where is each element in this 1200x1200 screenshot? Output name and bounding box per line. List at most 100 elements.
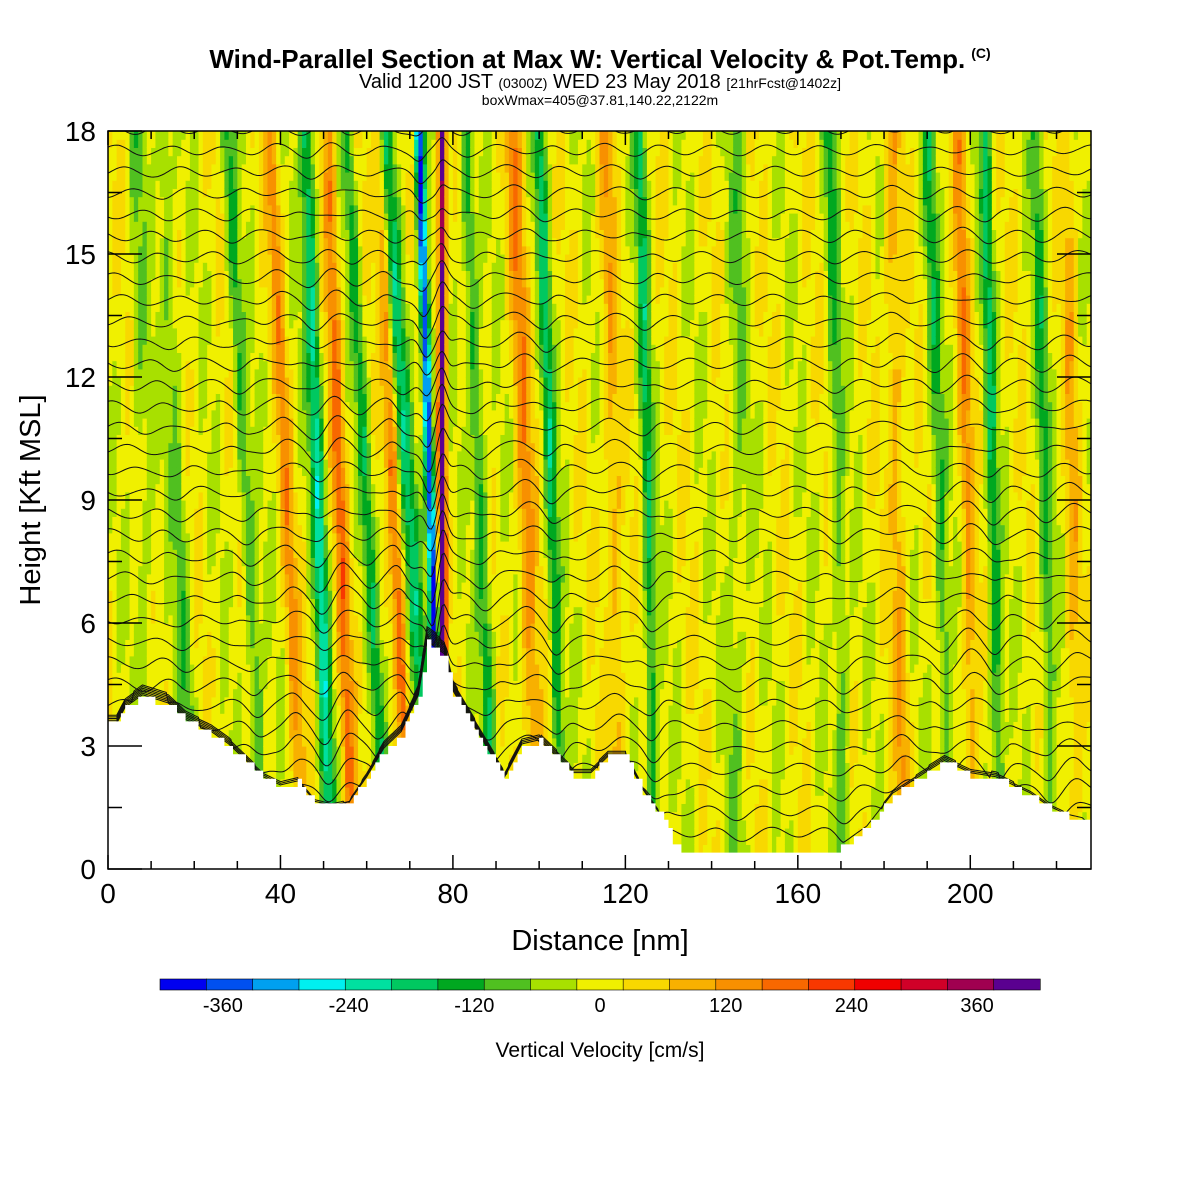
velocity-cell bbox=[258, 475, 264, 485]
velocity-cell bbox=[108, 352, 113, 362]
velocity-cell bbox=[271, 500, 277, 509]
velocity-cell bbox=[332, 590, 338, 599]
velocity-cell bbox=[306, 688, 312, 698]
velocity-cell bbox=[314, 270, 320, 280]
velocity-cell bbox=[276, 770, 282, 780]
velocity-cell bbox=[293, 180, 299, 189]
velocity-cell bbox=[185, 286, 191, 296]
velocity-cell bbox=[224, 229, 230, 239]
velocity-cell bbox=[215, 500, 221, 509]
velocity-cell bbox=[176, 500, 182, 509]
valid-date: WED 23 May 2018 bbox=[553, 71, 721, 93]
velocity-cell bbox=[271, 754, 277, 763]
velocity-cell bbox=[237, 344, 243, 353]
velocity-cell bbox=[276, 442, 282, 452]
velocity-cell bbox=[327, 278, 333, 288]
velocity-cell bbox=[233, 623, 238, 632]
velocity-cell bbox=[129, 491, 135, 501]
velocity-cell bbox=[284, 598, 290, 608]
velocity-cell bbox=[267, 754, 273, 763]
velocity-cell bbox=[289, 647, 294, 657]
velocity-cell bbox=[189, 172, 195, 181]
velocity-cell bbox=[146, 377, 152, 386]
velocity-cell bbox=[233, 647, 238, 657]
velocity-cell bbox=[245, 606, 251, 616]
velocity-cell bbox=[125, 327, 131, 337]
velocity-cell bbox=[271, 508, 277, 517]
velocity-cell bbox=[323, 278, 329, 288]
velocity-cell bbox=[254, 204, 260, 214]
velocity-cell bbox=[151, 672, 157, 681]
velocity-cell bbox=[181, 352, 187, 362]
velocity-cell bbox=[293, 401, 299, 411]
velocity-cell bbox=[198, 639, 204, 649]
velocity-cell bbox=[211, 327, 217, 337]
velocity-cell bbox=[319, 532, 325, 542]
velocity-cell bbox=[289, 582, 294, 591]
velocity-cell bbox=[267, 672, 273, 681]
velocity-cell bbox=[185, 327, 191, 337]
velocity-cell bbox=[267, 221, 273, 230]
velocity-cell bbox=[198, 631, 204, 640]
velocity-cell bbox=[263, 606, 269, 616]
velocity-cell bbox=[340, 573, 346, 583]
velocity-cell bbox=[215, 163, 221, 173]
velocity-cell bbox=[125, 221, 131, 230]
velocity-cell bbox=[112, 295, 118, 304]
velocity-cell bbox=[310, 278, 316, 288]
velocity-cell bbox=[181, 336, 187, 345]
velocity-cell bbox=[306, 368, 312, 378]
velocity-cell bbox=[215, 557, 221, 567]
velocity-cell bbox=[258, 491, 264, 501]
velocity-cell bbox=[220, 418, 226, 427]
velocity-cell bbox=[142, 262, 148, 271]
velocity-cell bbox=[263, 204, 269, 214]
velocity-cell bbox=[340, 524, 346, 534]
velocity-cell bbox=[172, 368, 178, 378]
velocity-cell bbox=[185, 532, 191, 542]
velocity-cell bbox=[228, 377, 234, 386]
velocity-cell bbox=[228, 606, 234, 616]
velocity-cell bbox=[185, 295, 191, 304]
velocity-cell bbox=[327, 418, 333, 427]
velocity-cell bbox=[112, 516, 118, 526]
velocity-cell bbox=[293, 278, 299, 288]
velocity-cell bbox=[224, 352, 230, 362]
velocity-cell bbox=[245, 500, 251, 509]
velocity-cell bbox=[202, 327, 208, 337]
velocity-cell bbox=[151, 590, 157, 599]
velocity-cell bbox=[224, 401, 230, 411]
velocity-cell bbox=[306, 426, 312, 435]
velocity-cell bbox=[289, 237, 294, 247]
velocity-cell bbox=[116, 672, 122, 681]
velocity-cell bbox=[250, 393, 256, 403]
velocity-cell bbox=[250, 344, 256, 353]
velocity-cell bbox=[302, 696, 307, 706]
velocity-cell bbox=[310, 385, 316, 394]
velocity-cell bbox=[129, 508, 135, 517]
velocity-cell bbox=[233, 582, 238, 591]
velocity-cell bbox=[276, 664, 282, 673]
velocity-cell bbox=[254, 245, 260, 255]
velocity-cell bbox=[185, 508, 191, 517]
velocity-cell bbox=[215, 196, 221, 206]
velocity-cell bbox=[310, 254, 316, 263]
velocity-cell bbox=[258, 557, 264, 567]
velocity-cell bbox=[323, 401, 329, 411]
velocity-cell bbox=[237, 590, 243, 599]
velocity-cell bbox=[215, 590, 221, 599]
velocity-cell bbox=[280, 606, 286, 616]
velocity-cell bbox=[297, 286, 303, 296]
velocity-cell bbox=[289, 409, 294, 419]
velocity-cell bbox=[112, 180, 118, 189]
velocity-cell bbox=[271, 746, 277, 755]
velocity-cell bbox=[314, 286, 320, 296]
velocity-cell bbox=[120, 155, 126, 165]
velocity-cell bbox=[133, 401, 139, 411]
velocity-cell bbox=[267, 713, 273, 722]
velocity-cell bbox=[146, 180, 152, 189]
velocity-cell bbox=[129, 516, 135, 526]
velocity-cell bbox=[319, 352, 325, 362]
velocity-cell bbox=[185, 631, 191, 640]
velocity-cell bbox=[112, 524, 118, 534]
